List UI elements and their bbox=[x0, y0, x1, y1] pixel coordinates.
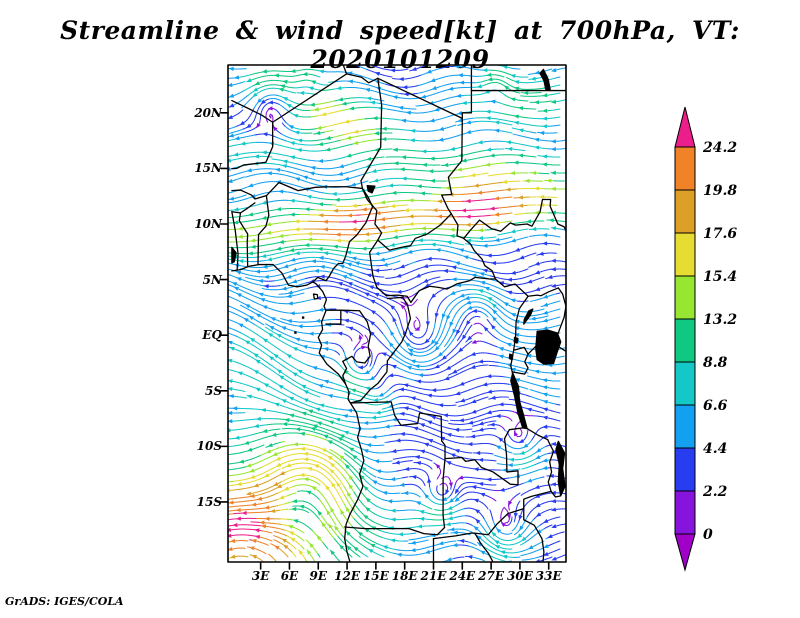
y-tick-label: 20N bbox=[194, 105, 222, 120]
colorbar-label: 2.2 bbox=[702, 484, 728, 500]
x-tick-label: 33E bbox=[535, 569, 562, 583]
x-tick-label: 21E bbox=[420, 569, 447, 583]
colorbar-label: 13.2 bbox=[703, 312, 737, 328]
y-tick-label: 5N bbox=[202, 272, 222, 287]
colorbar-segment bbox=[674, 189, 696, 234]
colorbar-svg: 0 2.2 4.4 6.6 8.8 13.2 15.4 17.6 19.8 24.2 bbox=[674, 106, 737, 572]
colorbar-top-arrow bbox=[674, 106, 696, 148]
colorbar-segment bbox=[674, 146, 696, 191]
y-tick-label: 15N bbox=[194, 161, 222, 176]
colorbar-segment bbox=[674, 232, 696, 277]
colorbar-label: 6.6 bbox=[703, 398, 728, 414]
colorbar-segment bbox=[674, 318, 696, 363]
colorbar-label: 17.6 bbox=[703, 226, 737, 242]
x-tick-label: 15E bbox=[362, 569, 389, 583]
x-tick-label: 24E bbox=[449, 569, 476, 583]
colorbar-segment bbox=[674, 361, 696, 406]
colorbar-bottom-arrow bbox=[674, 533, 696, 572]
y-tick-label: 10N bbox=[194, 216, 222, 231]
wind-speed-colorbar: 0 2.2 4.4 6.6 8.8 13.2 15.4 17.6 19.8 24.2 bbox=[662, 98, 792, 578]
colorbar-segment bbox=[674, 490, 696, 535]
x-tick-label: 27E bbox=[478, 569, 505, 583]
colorbar-label: 8.8 bbox=[703, 355, 728, 371]
x-tick-label: 9E bbox=[309, 569, 328, 583]
colorbar-label: 0 bbox=[703, 527, 713, 543]
x-tick-label: 3E bbox=[251, 569, 270, 583]
colorbar-segment bbox=[674, 447, 696, 492]
y-tick-label: 5S bbox=[204, 383, 222, 398]
colorbar-segment bbox=[674, 404, 696, 449]
colorbar-label: 24.2 bbox=[702, 140, 737, 156]
colorbar-segment bbox=[674, 275, 696, 320]
x-tick-label: 12E bbox=[334, 569, 360, 583]
y-tick-label: EQ bbox=[202, 328, 222, 343]
colorbar-label: 19.8 bbox=[703, 183, 737, 199]
x-tick-label: 30E bbox=[506, 569, 533, 583]
x-tick-label: 18E bbox=[391, 569, 418, 583]
colorbar-label: 15.4 bbox=[703, 269, 737, 285]
y-tick-label: 10S bbox=[196, 439, 222, 454]
grads-attribution: GrADS: IGES/COLA bbox=[5, 595, 124, 608]
x-tick-label: 6E bbox=[280, 569, 299, 583]
colorbar-label: 4.4 bbox=[703, 441, 727, 457]
y-tick-label: 15S bbox=[196, 494, 222, 509]
